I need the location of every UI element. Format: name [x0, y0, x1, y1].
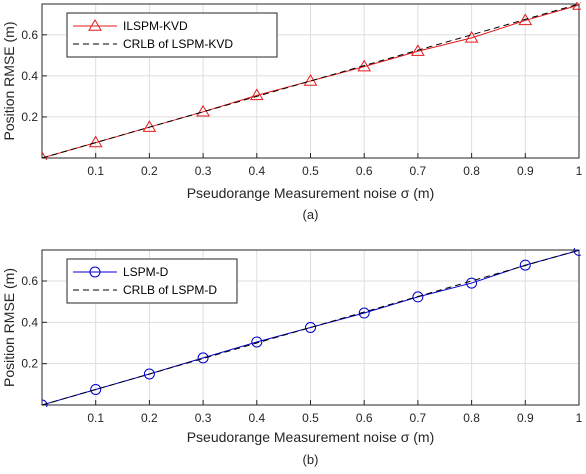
- x-tick-label: 0.4: [248, 164, 265, 178]
- figure-caption: (b): [303, 452, 319, 467]
- x-tick-label: 0.4: [248, 411, 265, 425]
- legend: ILSPM-KVD CRLB of LSPM-KVD: [66, 12, 278, 58]
- x-tick-label: 1: [576, 164, 583, 178]
- legend-label-1: ILSPM-KVD: [123, 19, 188, 33]
- y-axis-label: Position RMSE (m): [1, 268, 17, 387]
- series-line-2: [42, 249, 580, 406]
- data-point: [143, 368, 155, 380]
- y-tick-label: 0.6: [21, 28, 38, 42]
- x-tick-label: 0.1: [87, 164, 104, 178]
- x-tick-label: 0.2: [141, 411, 158, 425]
- legend-box: [66, 12, 278, 58]
- x-tick-label: 0.6: [356, 411, 373, 425]
- x-tick-label: 0.9: [517, 411, 534, 425]
- y-tick-label: 0.4: [21, 69, 38, 83]
- data-point: [466, 277, 478, 289]
- data-point: [573, 248, 581, 256]
- x-tick-label: 0.5: [302, 164, 319, 178]
- legend-box: [66, 258, 238, 304]
- data-point: [90, 384, 102, 395]
- x-tick-label: 0.2: [141, 164, 158, 178]
- x-axis-label: Pseudorange Measurement noise σ (m): [187, 429, 435, 445]
- data-point: [249, 88, 264, 101]
- x-tick-label: 0.3: [195, 164, 212, 178]
- data-point: [357, 59, 372, 72]
- figure-caption: (a): [303, 207, 319, 222]
- y-tick-label: 0.2: [21, 110, 38, 124]
- y-tick-label: 0.2: [21, 357, 38, 371]
- legend-marker-1: [89, 266, 101, 278]
- x-tick-label: 0.9: [517, 164, 534, 178]
- legend-label-2: CRLB of LSPM-D: [123, 283, 217, 297]
- x-tick-label: 0.7: [410, 164, 427, 178]
- chart-panel-2: 0.1 0.2 0.3 0.4 0.5 0.6 0.7 0.8 0.9 1 0.2 0.4 0.6 Pse…: [1, 248, 583, 467]
- x-tick-label: 0.8: [463, 164, 480, 178]
- data-point: [197, 352, 209, 364]
- y-tick-label: 0.6: [21, 274, 38, 288]
- data-point: [412, 291, 424, 303]
- data-point: [518, 13, 533, 26]
- y-tick-label: 0.4: [21, 315, 38, 329]
- legend: LSPM-D CRLB of LSPM-D: [66, 258, 238, 304]
- data-point: [464, 30, 479, 43]
- series-group: [42, 2, 581, 160]
- data-point: [411, 44, 425, 56]
- legend-label-2: CRLB of LSPM-KVD: [123, 37, 233, 51]
- x-tick-label: 0.5: [302, 411, 319, 425]
- legend-label-1: LSPM-D: [123, 265, 169, 279]
- data-point: [305, 322, 316, 333]
- y-axis-label: Position RMSE (m): [1, 21, 17, 140]
- data-point: [572, 2, 581, 10]
- data-point: [42, 399, 48, 407]
- x-tick-label: 0.1: [87, 411, 104, 425]
- x-tick-label: 1: [576, 411, 583, 425]
- x-tick-label: 0.8: [463, 411, 480, 425]
- legend-marker-1: [88, 19, 102, 31]
- data-point: [519, 259, 531, 271]
- series-line-2: [42, 3, 580, 159]
- chart-panel-1: 0.1 0.2 0.3 0.4 0.5 0.6 0.7 0.8 0.9 1 0.2 0.4 0.6 Pse…: [1, 2, 583, 222]
- series-group: [42, 248, 581, 407]
- x-tick-label: 0.7: [410, 411, 427, 425]
- data-point: [88, 135, 103, 148]
- x-tick-label: 0.3: [195, 411, 212, 425]
- x-axis-label: Pseudorange Measurement noise σ (m): [187, 185, 435, 201]
- data-point: [251, 336, 263, 348]
- x-tick-label: 0.6: [356, 164, 373, 178]
